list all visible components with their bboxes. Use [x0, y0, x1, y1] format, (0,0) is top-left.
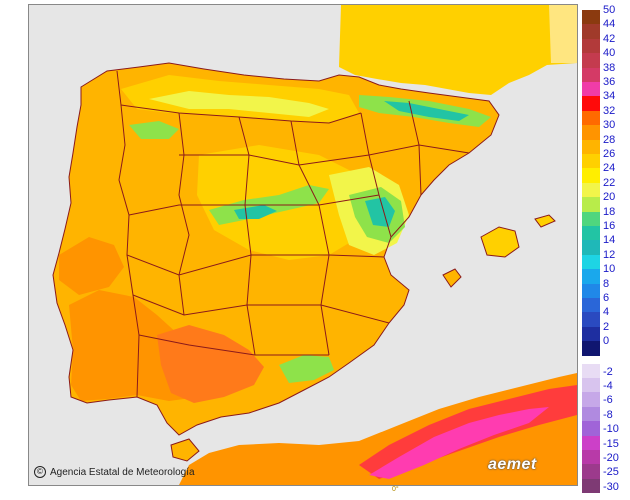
- legend-swatch: [582, 392, 600, 407]
- teal-zone-gredos: [234, 205, 277, 219]
- scale-mark: 0°: [392, 486, 399, 493]
- legend-label: 50: [603, 4, 616, 16]
- legend-label: 14: [603, 234, 616, 247]
- legend-label: 18: [603, 205, 616, 218]
- teal-zone-pyrenees: [384, 101, 469, 121]
- legend-label: 0: [603, 335, 610, 348]
- legend-label: 42: [603, 32, 616, 45]
- legend-label: 20: [603, 191, 616, 204]
- legend-swatch: [582, 478, 600, 494]
- legend-label: -20: [603, 452, 619, 464]
- legend-swatch: [582, 363, 600, 378]
- france-east-pale: [549, 5, 577, 63]
- cool-zone-cantabrian: [149, 91, 329, 117]
- copyright-icon: ©: [34, 466, 46, 478]
- teal-zone-teruel: [365, 197, 395, 227]
- island-ibiza: [442, 268, 462, 288]
- legend-label: 22: [603, 176, 616, 189]
- legend-label: 26: [603, 148, 616, 160]
- legend-label: 34: [603, 90, 616, 103]
- africa-atlas-magenta: [369, 407, 549, 479]
- legend-swatch: [582, 168, 600, 183]
- legend-swatch: [582, 298, 600, 313]
- green-zone-sierra-nevada: [279, 355, 334, 383]
- legend-swatch: [582, 326, 600, 342]
- legend-swatch: [582, 269, 600, 284]
- legend-swatch: [582, 82, 600, 97]
- legend-swatch: [582, 312, 600, 327]
- legend-swatch: [582, 125, 600, 140]
- island-mallorca: [480, 226, 520, 258]
- legend-label: -4: [603, 380, 613, 392]
- legend-swatch: [582, 154, 600, 169]
- legend-swatch: [582, 182, 600, 198]
- legend-label: 32: [603, 104, 616, 117]
- legend-label: 36: [603, 76, 616, 88]
- france-landmass: [339, 5, 577, 95]
- temperature-legend: 50 44 42 40 38 36 34 32 30 28 26 24 22 20 18 16 14 12 10 8 6…: [582, 4, 628, 494]
- legend-swatch: [582, 67, 600, 82]
- legend-swatch: [582, 254, 600, 270]
- legend-swatch: [582, 226, 600, 241]
- aemet-logo: aemet: [488, 456, 537, 473]
- region-borders: [52, 62, 500, 436]
- legend-swatch: [582, 435, 600, 450]
- legend-swatch: [582, 421, 600, 436]
- legend-swatch: [582, 197, 600, 212]
- legend-swatch: [582, 240, 600, 255]
- legend-label: -30: [603, 480, 619, 493]
- legend-swatch: [582, 450, 600, 465]
- legend-label: 24: [603, 162, 616, 175]
- legend-swatch: [582, 24, 600, 39]
- green-zone-leon: [129, 121, 179, 139]
- legend-label: -25: [603, 466, 619, 479]
- legend-label: 10: [603, 263, 616, 276]
- legend-swatch: [582, 464, 600, 479]
- legend-label: 28: [603, 133, 616, 146]
- credit-text: Agencia Estatal de Meteorología: [50, 466, 195, 478]
- island-menorca: [534, 214, 556, 228]
- legend-label: -2: [603, 365, 613, 378]
- legend-label: 38: [603, 61, 616, 74]
- legend-swatch: [582, 139, 600, 154]
- legend-label: 4: [603, 306, 610, 319]
- legend-label: 30: [603, 119, 616, 132]
- legend-swatch: [582, 341, 600, 356]
- legend-swatch: [582, 96, 600, 111]
- legend-label: 44: [603, 18, 616, 31]
- hot-zone-west: [59, 237, 124, 295]
- legend-label: -15: [603, 437, 619, 450]
- map-svg: [29, 5, 577, 485]
- legend-label: 16: [603, 220, 616, 232]
- legend-label: -10: [603, 423, 619, 436]
- hot-zone-guadalquivir: [157, 325, 264, 403]
- legend-swatch: [582, 406, 600, 422]
- africa-landmass: [179, 373, 577, 485]
- legend-label: 40: [603, 47, 616, 60]
- legend-label: -6: [603, 394, 613, 407]
- legend-label: 2: [603, 320, 610, 333]
- legend-swatch: [582, 10, 600, 25]
- legend-swatch: [582, 38, 600, 54]
- legend-swatch: [582, 283, 600, 298]
- legend-label: 8: [603, 277, 610, 290]
- morocco-north-tip: [170, 438, 200, 462]
- legend-swatch: [582, 211, 600, 226]
- credit-line: © Agencia Estatal de Meteorología: [34, 466, 195, 478]
- legend-swatch: [582, 378, 600, 393]
- legend-swatch: [582, 53, 600, 68]
- legend-label: -8: [603, 408, 613, 421]
- legend-label: 12: [603, 248, 616, 261]
- legend-swatch: [582, 110, 600, 126]
- temperature-map: [28, 4, 578, 486]
- legend-label: 6: [603, 292, 610, 304]
